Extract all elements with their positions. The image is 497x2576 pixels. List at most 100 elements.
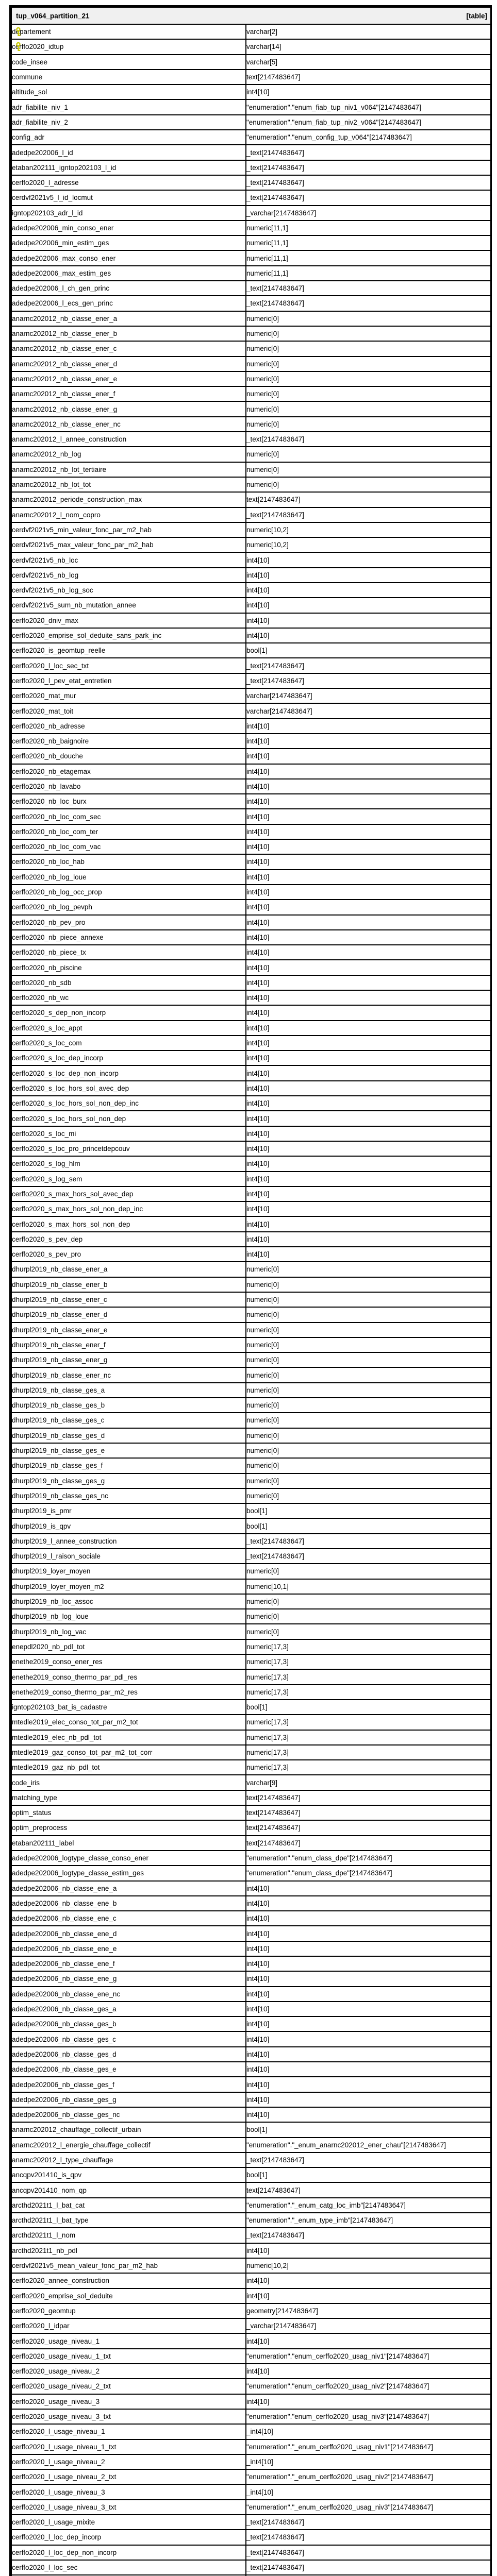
column-name-cell: anarnc202012_nb_classe_ener_a <box>11 310 246 327</box>
column-name-cell: dhurpl2019_l_annee_construction <box>11 1533 246 1549</box>
table-row: cerffo2020_annee_construction int4[10] <box>11 2273 492 2289</box>
column-name: anarnc202012_l_energie_chauffage_collect… <box>12 2141 151 2149</box>
column-name-cell: dhurpl2019_nb_classe_ener_c <box>11 1291 246 1308</box>
table-row: cerffo2020_usage_niveau_2_txt "enumeratio… <box>11 2378 492 2395</box>
column-name: cerffo2020_l_usage_niveau_2 <box>12 2458 105 2466</box>
column-name: cerffo2020_nb_adresse <box>12 722 85 730</box>
column-name: adedpe202006_max_conso_ener <box>12 254 116 262</box>
column-name-cell: cerffo2020_l_usage_niveau_1 <box>11 2424 246 2440</box>
column-name: dhurpl2019_l_annee_construction <box>12 1537 117 1545</box>
table-row: cerffo2020_s_loc_com int4[10] <box>11 1035 492 1052</box>
column-name: cerffo2020_l_usage_niveau_2_txt <box>12 2473 117 2481</box>
column-name-cell: arcthd2021t1_l_bat_type <box>11 2212 246 2229</box>
column-name-cell: adedpe202006_nb_classe_ene_g <box>11 1971 246 1987</box>
column-name-cell: adedpe202006_nb_classe_ges_a <box>11 2001 246 2018</box>
column-name-cell: cerffo2020_s_pev_pro <box>11 1246 246 1263</box>
column-type: int4[10] <box>245 929 492 946</box>
table-row: arcthd2021t1_l_bat_type "enumeration"."_e… <box>11 2212 492 2229</box>
column-name-cell: adedpe202006_nb_classe_ges_c <box>11 2031 246 2047</box>
column-name-cell: matching_type <box>11 1789 246 1806</box>
column-name-cell: adr_fiabilite_niv_2 <box>11 114 246 131</box>
column-type: numeric[0] <box>245 355 492 372</box>
column-name: commune <box>12 73 43 81</box>
column-name-cell: cerffo2020_idtup <box>11 39 246 55</box>
column-type: numeric[0] <box>245 1336 492 1353</box>
table-row: cerffo2020_emprise_sol_deduite_sans_park… <box>11 627 492 644</box>
column-name: enepdl2020_nb_pdl_tot <box>12 1642 85 1651</box>
column-name: optim_preprocess <box>12 1824 68 1832</box>
column-type: int4[10] <box>245 1201 492 1217</box>
table-row: cerffo2020_nb_baignoire int4[10] <box>11 733 492 750</box>
column-name-cell: cerffo2020_mat_mur <box>11 688 246 704</box>
column-name-cell: cerffo2020_l_usage_niveau_2_txt <box>11 2469 246 2485</box>
column-type: int4[10] <box>245 1140 492 1157</box>
column-type: numeric[17,3] <box>245 1654 492 1670</box>
column-name: cerffo2020_nb_baignoire <box>12 737 89 745</box>
table-row: ancqpv201410_nom_qp text[2147483647] <box>11 2182 492 2198</box>
primary-key-icon <box>16 27 21 37</box>
table-row: adedpe202006_nb_classe_ges_c int4[10] <box>11 2031 492 2047</box>
column-name-cell: anarnc202012_nb_classe_ener_b <box>11 325 246 342</box>
table-row: adedpe202006_nb_classe_ges_f int4[10] <box>11 2076 492 2093</box>
table-row: adedpe202006_nb_classe_ene_a int4[10] <box>11 1880 492 1896</box>
column-name: cerdvf2021v5_sum_nb_mutation_annee <box>12 601 136 609</box>
column-name-cell: adedpe202006_l_ch_gen_princ <box>11 280 246 297</box>
column-name-cell: anarnc202012_nb_classe_ener_nc <box>11 416 246 433</box>
table-row: adedpe202006_nb_classe_ges_e int4[10] <box>11 2061 492 2078</box>
column-name-cell: cerffo2020_s_max_hors_sol_avec_dep <box>11 1185 246 1202</box>
column-name-cell: cerffo2020_usage_niveau_2_txt <box>11 2378 246 2395</box>
column-name-cell: dhurpl2019_loyer_moyen <box>11 1563 246 1580</box>
column-type: int4[10] <box>245 1171 492 1187</box>
table-row: dhurpl2019_is_qpv bool[1] <box>11 1518 492 1534</box>
column-name-cell: adedpe202006_nb_classe_ene_a <box>11 1880 246 1896</box>
table-row: cerffo2020_nb_log_loue int4[10] <box>11 869 492 885</box>
column-type: int4[10] <box>245 2091 492 2108</box>
column-name-cell: adedpe202006_nb_classe_ene_b <box>11 1895 246 1912</box>
column-type: text[2147483647] <box>245 1789 492 1806</box>
table-row: cerffo2020_usage_niveau_3 int4[10] <box>11 2393 492 2410</box>
column-name-cell: anarnc202012_l_nom_copro <box>11 506 246 523</box>
column-type: varchar[2147483647] <box>245 688 492 704</box>
column-name: dhurpl2019_nb_classe_ener_b <box>12 1280 108 1289</box>
column-name-cell: adedpe202006_nb_classe_ene_c <box>11 1910 246 1927</box>
table-header-row: tup_v064_partition_21 [table] <box>10 7 492 25</box>
column-type: int4[10] <box>245 1185 492 1202</box>
column-type: "enumeration"."_enum_type_imb"[214748364… <box>245 2212 492 2229</box>
table-row: cerffo2020_s_loc_pro_princetdepcouv int4[… <box>11 1140 492 1157</box>
column-type: numeric[0] <box>245 341 492 357</box>
column-name-cell: cerffo2020_nb_piscine <box>11 959 246 976</box>
column-type: numeric[0] <box>245 1367 492 1383</box>
column-name: cerffo2020_geomtup <box>12 2307 76 2315</box>
table-row: anarnc202012_nb_lot_tot numeric[0] <box>11 476 492 493</box>
table-row: arcthd2021t1_l_nom _text[2147483647] <box>11 2227 492 2244</box>
table-row: adedpe202006_l_ecs_gen_princ _text[214748… <box>11 295 492 312</box>
column-type: int4[10] <box>245 582 492 599</box>
column-name: matching_type <box>12 1793 57 1802</box>
column-name: departement <box>12 28 51 36</box>
column-name-cell: arcthd2021t1_l_nom <box>11 2227 246 2244</box>
column-name-cell: mtedle2019_gaz_conso_tot_par_m2_tot_corr <box>11 1744 246 1761</box>
column-type: numeric[0] <box>245 386 492 402</box>
table-row: anarnc202012_nb_classe_ener_nc numeric[0] <box>11 416 492 433</box>
column-name-cell: mtedle2019_elec_nb_pdl_tot <box>11 1729 246 1745</box>
column-name: cerffo2020_l_loc_dep_non_incorp <box>12 2548 117 2556</box>
primary-key-icon <box>16 42 21 52</box>
column-type: "enumeration"."_enum_anarnc202012_ener_c… <box>245 2137 492 2153</box>
column-type: numeric[10,2] <box>245 521 492 538</box>
table-row: anarnc202012_periode_construction_max tex… <box>11 492 492 508</box>
table-row: adedpe202006_nb_classe_ene_g int4[10] <box>11 1971 492 1987</box>
column-name-cell: dhurpl2019_nb_classe_ener_g <box>11 1352 246 1368</box>
table-row: code_insee varchar[5] <box>11 54 492 70</box>
column-name-cell: anarnc202012_nb_classe_ener_c <box>11 341 246 357</box>
table-row: optim_status text[2147483647] <box>11 1805 492 1821</box>
table-row: cerffo2020_s_loc_dep_non_incorp int4[10] <box>11 1065 492 1081</box>
column-name-cell: cerffo2020_s_loc_com <box>11 1035 246 1052</box>
column-type: int4[10] <box>245 1005 492 1021</box>
table-row: cerffo2020_l_usage_niveau_1 _int4[10] <box>11 2424 492 2440</box>
column-type: numeric[11,1] <box>245 250 492 266</box>
column-name-cell: cerffo2020_nb_piece_annexe <box>11 929 246 946</box>
column-type: int4[10] <box>245 808 492 825</box>
column-name-cell: anarnc202012_l_energie_chauffage_collect… <box>11 2137 246 2153</box>
column-name: adedpe202006_nb_classe_ges_a <box>12 2005 117 2013</box>
table-row: dhurpl2019_nb_classe_ges_nc numeric[0] <box>11 1487 492 1504</box>
